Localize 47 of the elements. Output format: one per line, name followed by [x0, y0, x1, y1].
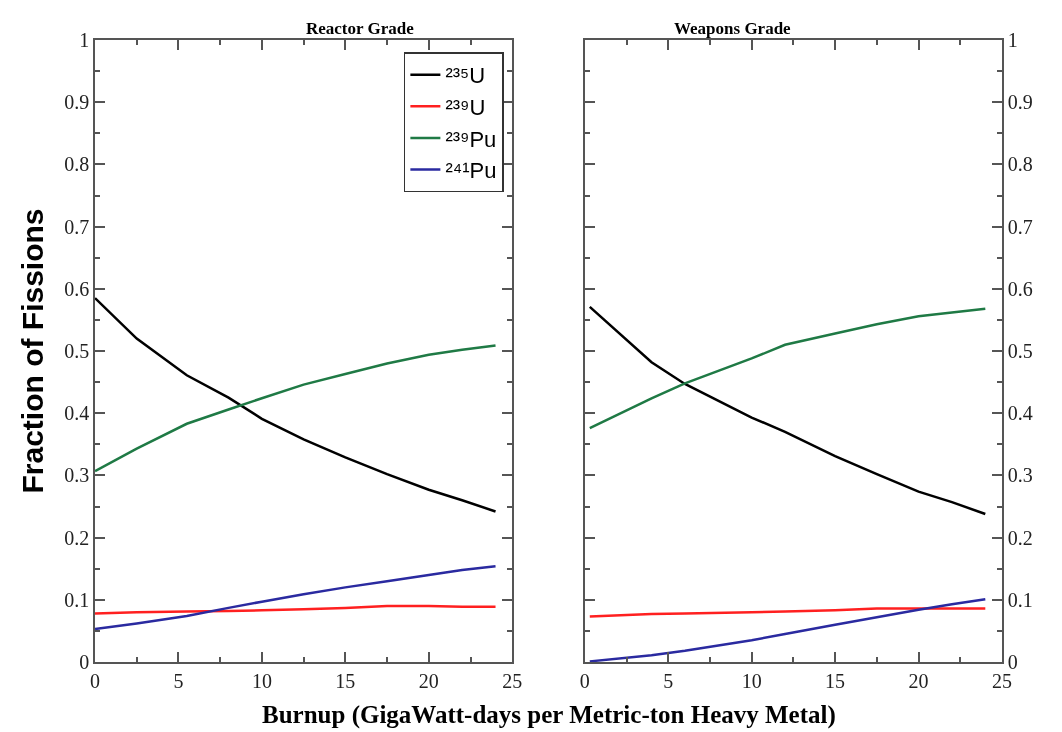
x-tick-label: 20	[418, 669, 439, 692]
y-tick-label: 0.8	[64, 153, 90, 176]
line-series	[95, 344, 497, 473]
x-tick-label: 15	[825, 669, 846, 692]
y-tick-label: 0.6	[64, 277, 90, 300]
y-tick-label: 0.1	[1007, 588, 1033, 611]
y-tick-label: 0.7	[64, 215, 90, 238]
y-tick-label: 0.3	[1007, 464, 1033, 487]
x-tick-label: 5	[173, 669, 184, 692]
line-series	[95, 564, 497, 631]
y-tick-label: 0.4	[64, 402, 90, 425]
y-axis-title: Fraction of Fissions	[15, 208, 49, 494]
line-series	[588, 607, 987, 618]
legend-label: ²⁴¹Pu	[445, 158, 497, 184]
y-tick-label: 1	[79, 29, 90, 51]
y-tick-label: 1	[1007, 29, 1018, 51]
x-tick-label: 25	[502, 669, 523, 692]
y-tick-label: 0.9	[64, 91, 90, 114]
x-axis-title: Burnup (GigaWatt-days per Metric-ton Heavy Metal)	[262, 701, 836, 729]
x-tick-label: 10	[251, 669, 272, 692]
y-tick-label: 0.7	[1007, 215, 1033, 238]
x-tick-label: 0	[579, 669, 590, 692]
y-tick-label: 0.6	[1007, 277, 1033, 300]
x-tick-label: 5	[663, 669, 674, 692]
y-tick-label: 0.2	[1007, 526, 1033, 549]
chart-title: Weapons Grade	[674, 19, 792, 38]
y-tick-label: 0.1	[64, 588, 90, 611]
line-series	[95, 296, 497, 513]
chart-title: Reactor Grade	[306, 19, 415, 38]
line-series	[588, 597, 987, 662]
x-tick-label: 15	[335, 669, 356, 692]
legend-label: ²³⁹U	[445, 94, 486, 120]
y-tick-label: 0.3	[64, 464, 90, 487]
x-tick-label: 20	[908, 669, 929, 692]
y-tick-label: 0.9	[1007, 91, 1033, 114]
y-tick-label: 0.8	[1007, 153, 1033, 176]
line-series	[95, 604, 497, 615]
line-series	[588, 305, 987, 516]
y-tick-label: 0.4	[1007, 402, 1033, 425]
legend-label: ²³⁵U	[445, 63, 486, 89]
y-tick-label: 0	[79, 651, 90, 673]
line-series	[588, 307, 987, 430]
x-tick-label: 10	[741, 669, 762, 692]
y-tick-label: 0.5	[64, 340, 90, 362]
y-tick-label: 0.5	[1007, 340, 1033, 362]
y-tick-label: 0.2	[64, 526, 90, 549]
legend-label: ²³⁹Pu	[445, 126, 497, 152]
